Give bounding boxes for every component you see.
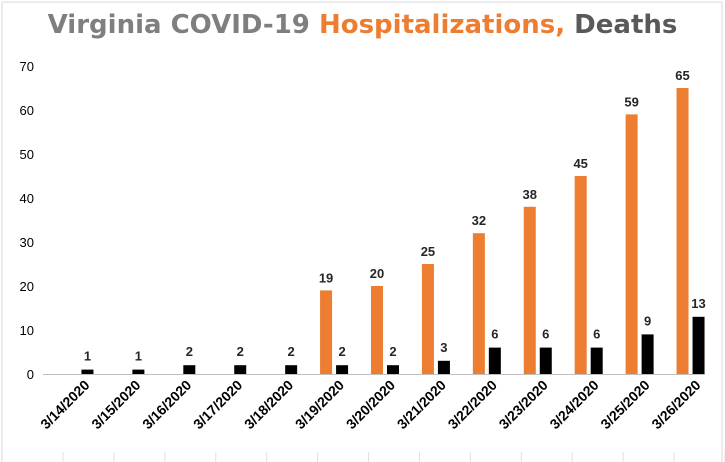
deaths-data-label: 6 [542, 327, 549, 342]
deaths-data-label: 6 [593, 327, 600, 342]
deaths-data-label: 1 [135, 349, 142, 364]
deaths-bar [387, 365, 399, 374]
chart-title-part-3: Deaths [565, 10, 678, 40]
x-tick-label: 3/17/2020 [190, 377, 246, 433]
y-tick-label: 30 [20, 235, 34, 250]
x-tick-label: 3/16/2020 [139, 377, 195, 433]
deaths-data-label: 13 [691, 296, 705, 311]
hospitalizations-data-label: 25 [421, 244, 435, 259]
deaths-data-label: 2 [288, 344, 295, 359]
deaths-data-label: 1 [84, 349, 91, 364]
y-tick-label: 60 [20, 103, 34, 118]
hospitalizations-data-label: 45 [573, 156, 587, 171]
deaths-bar [132, 369, 145, 374]
hospitalizations-data-label: 38 [523, 187, 537, 202]
deaths-bar [234, 365, 247, 374]
deaths-bar [692, 316, 705, 374]
x-tick-label: 3/18/2020 [241, 377, 297, 433]
deaths-bar [641, 334, 654, 374]
hospitalizations-data-label: 59 [624, 94, 638, 109]
hospitalizations-bar [421, 264, 434, 374]
hospitalizations-data-label: 65 [675, 68, 689, 83]
chart-title-part-2: Hospitalizations, [318, 10, 566, 40]
deaths-data-label: 2 [338, 344, 345, 359]
y-tick-label: 0 [27, 367, 34, 382]
hospitalizations-bar [574, 176, 587, 374]
deaths-bar [590, 347, 603, 374]
x-tick-label: 3/22/2020 [445, 377, 501, 433]
hospitalizations-bar [625, 114, 638, 375]
deaths-data-label: 2 [237, 344, 244, 359]
x-tick-label: 3/20/2020 [343, 377, 399, 433]
deaths-bar [488, 347, 501, 374]
chart-title: Virginia COVID-19 Hospitalizations, Deat… [0, 10, 725, 40]
x-tick-label: 3/15/2020 [88, 377, 144, 433]
hospitalizations-bar [320, 290, 333, 374]
hospitalizations-bar [676, 88, 689, 374]
y-tick-label: 70 [20, 59, 34, 74]
chart-title-part-1: Virginia COVID-19 [47, 10, 319, 40]
deaths-data-label: 3 [440, 340, 447, 355]
hospitalizations-data-label: 20 [370, 266, 384, 281]
y-tick-label: 50 [20, 147, 34, 162]
hospitalizations-bar [472, 233, 485, 374]
y-tick-label: 20 [20, 279, 34, 294]
x-tick-label: 3/24/2020 [546, 377, 602, 433]
deaths-bar [285, 365, 298, 374]
deaths-bar [336, 365, 349, 374]
deaths-data-label: 2 [389, 344, 396, 359]
x-tick-label: 3/19/2020 [292, 377, 348, 433]
hospitalizations-bar [523, 206, 536, 374]
deaths-data-label: 9 [644, 313, 651, 328]
x-tick-label: 3/14/2020 [37, 377, 93, 433]
deaths-data-label: 2 [186, 344, 193, 359]
x-tick-label: 3/25/2020 [597, 377, 653, 433]
deaths-bar [183, 365, 196, 374]
deaths-bar [81, 369, 94, 374]
hospitalizations-bar [371, 286, 383, 374]
x-tick-label: 3/23/2020 [496, 377, 552, 433]
deaths-data-label: 6 [491, 327, 498, 342]
x-tick-label: 3/26/2020 [648, 377, 704, 433]
hospitalizations-data-label: 32 [472, 213, 486, 228]
hospitalizations-data-label: 19 [319, 270, 333, 285]
deaths-bar [437, 360, 450, 374]
y-tick-label: 10 [20, 323, 34, 338]
y-tick-label: 40 [20, 191, 34, 206]
x-tick-label: 3/21/2020 [394, 377, 450, 433]
deaths-bar [539, 347, 552, 374]
